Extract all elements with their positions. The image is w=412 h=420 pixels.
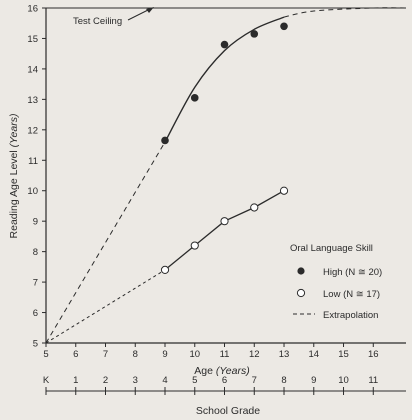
- test-ceiling-annotation: Test Ceiling: [73, 16, 122, 27]
- y-axis-title-main: Reading Age Level: [8, 150, 20, 238]
- y-axis-title: Reading Age Level (Years): [8, 114, 20, 239]
- grade-axis-title: School Grade: [196, 405, 260, 417]
- grade-tick-label: 5: [192, 375, 197, 386]
- high-data-point: [190, 94, 199, 102]
- low-extrapolation-line: [45, 269, 166, 344]
- low-data-point: [220, 217, 229, 226]
- x-axis-title-main: Age: [194, 365, 213, 377]
- y-axis-title-unit: (Years): [8, 114, 20, 148]
- y-tick-label: 16: [27, 4, 38, 15]
- low-data-point: [190, 241, 199, 250]
- high-data-point: [220, 40, 229, 49]
- x-tick-label: 9: [162, 349, 167, 360]
- x-tick-label: 8: [133, 349, 138, 360]
- y-tick-label: 15: [27, 34, 38, 45]
- low-series-line: [164, 190, 285, 271]
- high-data-point: [250, 30, 259, 38]
- grade-tick-label: 3: [133, 375, 138, 386]
- y-tick-label: 13: [27, 95, 38, 106]
- high-fit-curve: [164, 16, 285, 143]
- x-tick-label: 5: [43, 349, 48, 360]
- legend-title: Oral Language Skill: [290, 243, 373, 254]
- low-data-point: [279, 186, 289, 195]
- grade-tick-label: 6: [222, 375, 227, 386]
- x-axis-title-unit: (Years): [216, 365, 250, 377]
- high-ceiling-extrapolation: [283, 7, 407, 18]
- legend-marker-low: [296, 288, 306, 298]
- legend-label-extrapolation: Extrapolation: [323, 310, 378, 321]
- x-axis-title: Age (Years): [194, 365, 249, 377]
- y-tick-label: 14: [27, 64, 38, 75]
- x-tick-label: 14: [308, 349, 319, 360]
- legend-marker-high: [297, 267, 305, 275]
- x-tick-label: 7: [103, 349, 108, 360]
- high-data-point: [161, 136, 169, 145]
- x-tick-label: 12: [249, 349, 260, 360]
- grade-tick-label: 10: [338, 375, 349, 386]
- x-tick-label: 13: [279, 349, 290, 360]
- series-layer: [45, 7, 407, 344]
- y-tick-label: 9: [33, 217, 38, 228]
- grade-tick-label: 9: [311, 375, 316, 386]
- grade-tick-label: K: [43, 375, 50, 386]
- y-tick-label: 10: [27, 186, 38, 197]
- y-tick-label: 12: [27, 125, 38, 136]
- low-data-point: [160, 265, 170, 275]
- y-tick-label: 6: [33, 308, 38, 319]
- x-tick-label: 6: [73, 349, 78, 360]
- test-ceiling-arrowhead: [146, 7, 154, 13]
- grade-tick-label: 1: [73, 375, 78, 386]
- y-tick-label: 11: [28, 156, 38, 167]
- legend-label-high: High (N ≅ 20): [323, 267, 382, 278]
- grade-tick-label: 2: [103, 375, 108, 386]
- grade-tick-label: 4: [162, 375, 167, 386]
- high-data-point: [280, 22, 288, 31]
- low-data-point: [250, 203, 259, 212]
- y-tick-label: 5: [33, 339, 38, 350]
- test-ceiling-arrow: [127, 8, 151, 21]
- x-tick-label: 15: [338, 349, 349, 360]
- x-tick-label: 11: [220, 349, 230, 360]
- legend: Oral Language Skill High (N ≅ 20) Low (N…: [290, 243, 382, 321]
- grade-tick-label: 7: [252, 375, 257, 386]
- x-tick-label: 10: [189, 349, 200, 360]
- high-extrapolation-line: [45, 141, 166, 344]
- grade-tick-label: 11: [368, 375, 378, 386]
- legend-label-low: Low (N ≅ 17): [323, 289, 380, 300]
- axes: [42, 7, 406, 395]
- y-tick-label: 7: [33, 278, 38, 289]
- x-tick-label: 16: [368, 349, 379, 360]
- grade-tick-label: 8: [281, 375, 286, 386]
- y-tick-label: 8: [33, 247, 38, 258]
